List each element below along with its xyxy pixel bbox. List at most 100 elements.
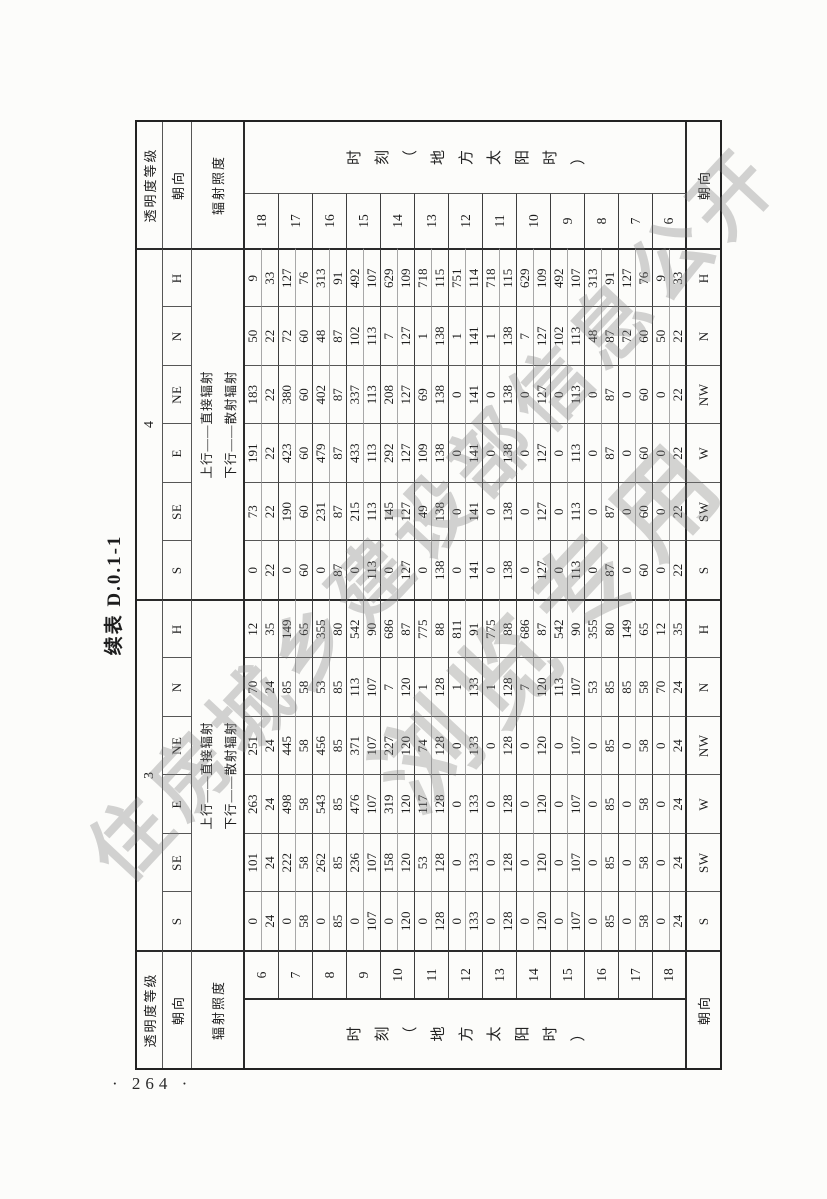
value-direct: 0 [483,482,500,541]
value-scattered: 60 [636,306,653,365]
irradiance-note-grade-3: 上行——直接辐射 下行——散射辐射 [192,599,245,950]
hour-label-right: 18 [245,193,279,248]
value-scattered: 138 [500,540,517,599]
value-scattered: 85 [602,716,619,775]
irradiance-note-line: 上行——直接辐射 [200,370,214,479]
value-direct: 0 [585,716,602,775]
value-scattered: 128 [432,891,449,950]
value-direct: 751 [449,248,466,307]
value-scattered: 60 [636,365,653,424]
value-scattered: 87 [602,540,619,599]
value-direct: 0 [381,891,398,950]
table-title: 续表 D.0.1-1 [104,534,125,656]
orientation-header-bottom: W [687,423,720,482]
value-direct: 0 [245,891,262,950]
value-direct: 337 [347,365,364,424]
value-scattered: 113 [364,423,381,482]
value-scattered: 85 [602,891,619,950]
hour-label-right: 12 [449,193,483,248]
value-scattered: 87 [330,540,347,599]
time-axis-char: 时 [542,1026,559,1042]
value-scattered: 24 [670,774,687,833]
value-direct: 0 [517,540,534,599]
value-scattered: 113 [568,540,585,599]
orientation-header-bottom: S [687,891,720,950]
value-scattered: 87 [602,482,619,541]
value-direct: 236 [347,833,364,892]
value-scattered: 76 [636,248,653,307]
value-direct: 183 [245,365,262,424]
value-scattered: 113 [568,423,585,482]
value-scattered: 85 [330,657,347,716]
value-scattered: 107 [364,248,381,307]
value-direct: 371 [347,716,364,775]
value-scattered: 133 [466,833,483,892]
orientation-header-top: E [163,774,192,833]
value-scattered: 58 [636,716,653,775]
corner-orientation-label-right: 朝向 [163,122,192,248]
value-direct: 0 [517,482,534,541]
value-direct: 113 [347,657,364,716]
value-scattered: 87 [602,306,619,365]
orientation-header-bottom: N [687,306,720,365]
value-scattered: 120 [534,891,551,950]
orientation-header-top: N [163,306,192,365]
value-direct: 718 [483,248,500,307]
value-direct: 263 [245,774,262,833]
value-direct: 0 [483,365,500,424]
irradiance-note-grade-4: 上行——直接辐射 下行——散射辐射 [192,248,245,599]
value-direct: 190 [279,482,296,541]
value-scattered: 138 [432,423,449,482]
value-direct: 85 [619,657,636,716]
value-scattered: 113 [364,365,381,424]
value-direct: 423 [279,423,296,482]
value-direct: 0 [551,423,568,482]
hour-label-left: 11 [415,950,449,998]
value-scattered: 107 [568,891,585,950]
value-scattered: 107 [568,248,585,307]
value-direct: 0 [517,833,534,892]
value-scattered: 22 [262,306,279,365]
value-direct: 7 [517,306,534,365]
value-direct: 74 [415,716,432,775]
orientation-header-top: S [163,891,192,950]
hour-label-right: 11 [483,193,517,248]
value-direct: 1 [449,657,466,716]
irradiance-note-line: 下行——散射辐射 [224,721,238,830]
value-scattered: 60 [636,423,653,482]
value-direct: 0 [483,716,500,775]
value-direct: 12 [245,599,262,658]
value-direct: 0 [517,423,534,482]
value-scattered: 65 [636,599,653,658]
value-scattered: 141 [466,306,483,365]
value-direct: 7 [517,657,534,716]
value-direct: 117 [415,774,432,833]
value-direct: 7 [381,306,398,365]
value-direct: 686 [381,599,398,658]
value-scattered: 127 [534,482,551,541]
value-direct: 0 [653,833,670,892]
orientation-header-bottom: S [687,540,720,599]
value-scattered: 87 [330,365,347,424]
corner-irradiance-label-left: 辐射照度 [192,950,245,1068]
value-direct: 102 [347,306,364,365]
page-number: · 264 · [112,1074,193,1093]
value-scattered: 127 [398,482,415,541]
value-scattered: 133 [466,657,483,716]
hour-label-right: 9 [551,193,585,248]
orientation-header-bottom: NW [687,716,720,775]
value-scattered: 113 [568,482,585,541]
value-direct: 1 [415,657,432,716]
value-direct: 70 [653,657,670,716]
value-direct: 49 [415,482,432,541]
value-direct: 775 [483,599,500,658]
value-scattered: 24 [670,833,687,892]
value-scattered: 113 [568,306,585,365]
value-scattered: 107 [364,657,381,716]
hour-label-left: 8 [313,950,347,998]
value-scattered: 60 [296,540,313,599]
value-scattered: 24 [670,657,687,716]
value-scattered: 91 [602,248,619,307]
value-scattered: 128 [432,833,449,892]
grade-value-4: 4 [137,248,163,599]
